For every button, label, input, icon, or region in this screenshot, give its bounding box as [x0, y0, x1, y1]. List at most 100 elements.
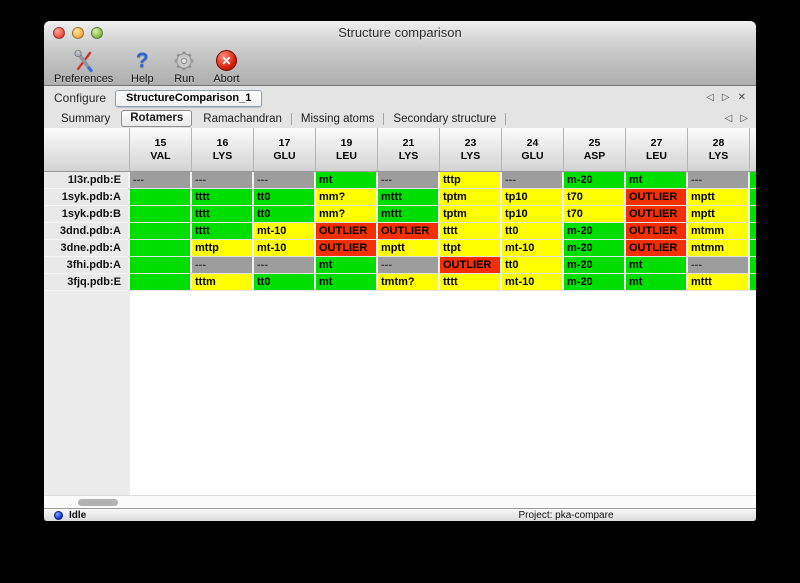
config-tab-button[interactable]: StructureComparison_1	[115, 89, 263, 107]
table-column-header[interactable]: 21 LYS	[378, 128, 440, 171]
table-cell[interactable]: mt-10	[254, 223, 316, 240]
table-column-header[interactable]: 19 LEU	[316, 128, 378, 171]
table-column-header[interactable]: 27 LEU	[626, 128, 688, 171]
table-cell[interactable]: mttt	[378, 189, 440, 206]
table-cell[interactable]	[130, 223, 192, 240]
table-column-header[interactable]: 28 LYS	[688, 128, 750, 171]
table-cell[interactable]: tttt	[192, 206, 254, 223]
table-cell[interactable]: tttm	[192, 274, 254, 291]
table-cell[interactable]: OUTLIER	[626, 189, 688, 206]
table-cell[interactable]: mm?	[316, 189, 378, 206]
table-cell[interactable]: tp10	[502, 189, 564, 206]
table-cell[interactable]: ---	[254, 172, 316, 189]
config-prev-icon[interactable]: ◁	[706, 92, 714, 103]
table-cell[interactable]: mt	[626, 257, 688, 274]
table-cell[interactable]: mptt	[378, 240, 440, 257]
horizontal-scrollbar[interactable]	[44, 495, 756, 508]
table-cell[interactable]: tt0	[254, 274, 316, 291]
table-cell[interactable]: mttt	[378, 206, 440, 223]
close-window-button[interactable]	[53, 27, 65, 39]
table-cell[interactable]: tt0	[254, 189, 316, 206]
table-column-header[interactable]: 24 GLU	[502, 128, 564, 171]
tab-missing-atoms[interactable]: Missing atoms	[300, 112, 375, 125]
table-cell[interactable]: m-20	[564, 172, 626, 189]
table-cell[interactable]	[130, 274, 192, 291]
table-cell[interactable]: mtmm	[688, 240, 750, 257]
table-cell[interactable]	[130, 257, 192, 274]
table-cell[interactable]: m-20	[564, 274, 626, 291]
table-cell[interactable]	[130, 206, 192, 223]
table-cell[interactable]: t70	[564, 206, 626, 223]
table-cell[interactable]: tttt	[192, 189, 254, 206]
table-cell[interactable]: tt0	[502, 257, 564, 274]
table-cell[interactable]: OUTLIER	[626, 206, 688, 223]
table-cell[interactable]: ---	[254, 257, 316, 274]
table-cell[interactable]: tptm	[440, 189, 502, 206]
table-cell[interactable]: tttp	[440, 172, 502, 189]
table-cell[interactable]	[130, 240, 192, 257]
table-cell[interactable]: OUTLIER	[316, 240, 378, 257]
run-button[interactable]: Run	[171, 48, 197, 85]
table-cell[interactable]: ---	[688, 257, 750, 274]
tab-rotamers[interactable]: Rotamers	[121, 110, 193, 127]
abort-button[interactable]: ✕ Abort	[213, 48, 240, 85]
table-cell[interactable]: m-20	[564, 223, 626, 240]
table-cell[interactable]: mt	[626, 274, 688, 291]
table-cell[interactable]: ---	[688, 172, 750, 189]
table-cell[interactable]: ttpt	[440, 240, 502, 257]
table-cell[interactable]: mt-10	[254, 240, 316, 257]
table-cell[interactable]: mtmm	[688, 223, 750, 240]
table-column-header[interactable]: 17 GLU	[254, 128, 316, 171]
table-column-header[interactable]: 23 LYS	[440, 128, 502, 171]
table-cell[interactable]: OUTLIER	[316, 223, 378, 240]
table-cell[interactable]: tttt	[192, 223, 254, 240]
tab-ramachandran[interactable]: Ramachandran	[203, 112, 282, 125]
table-cell[interactable]: mt	[316, 257, 378, 274]
table-cell[interactable]: ---	[192, 257, 254, 274]
table-cell[interactable]: m-20	[564, 257, 626, 274]
table-cell[interactable]: ---	[192, 172, 254, 189]
table-cell[interactable]: OUTLIER	[440, 257, 502, 274]
config-next-icon[interactable]: ▷	[721, 92, 730, 103]
table-cell[interactable]: tp10	[502, 206, 564, 223]
minimize-window-button[interactable]	[72, 27, 84, 39]
tab-secondary-structure[interactable]: Secondary structure	[393, 112, 497, 125]
table-cell[interactable]: mt	[316, 172, 378, 189]
table-cell[interactable]: mptt	[688, 189, 750, 206]
table-cell[interactable]: tttt	[440, 223, 502, 240]
table-cell[interactable]: ---	[130, 172, 192, 189]
table-cell[interactable]	[130, 189, 192, 206]
config-close-icon[interactable]: ✕	[737, 92, 746, 103]
table-cell[interactable]: OUTLIER	[626, 240, 688, 257]
tab-summary[interactable]: Summary	[61, 112, 111, 125]
table-cell[interactable]: mptt	[688, 206, 750, 223]
table-cell[interactable]: ---	[378, 172, 440, 189]
table-cell[interactable]: OUTLIER	[378, 223, 440, 240]
table-cell[interactable]: ---	[378, 257, 440, 274]
tabs-next-icon[interactable]: ▷	[740, 112, 748, 124]
titlebar[interactable]: Structure comparison	[44, 21, 756, 44]
help-button[interactable]: ? Help	[129, 48, 155, 85]
table-cell[interactable]: mt	[316, 274, 378, 291]
preferences-button[interactable]: Preferences	[54, 48, 113, 85]
table-cell[interactable]: tt0	[254, 206, 316, 223]
table-cell[interactable]: ---	[502, 172, 564, 189]
table-cell[interactable]: tptm	[440, 206, 502, 223]
table-cell[interactable]: tt0	[502, 223, 564, 240]
zoom-window-button[interactable]	[91, 27, 103, 39]
table-cell[interactable]: OUTLIER	[626, 223, 688, 240]
table-cell[interactable]: mt-10	[502, 240, 564, 257]
scrollbar-thumb[interactable]	[78, 499, 118, 506]
table-column-header[interactable]: 15 VAL	[130, 128, 192, 171]
table-cell[interactable]: mt	[626, 172, 688, 189]
table-cell[interactable]: mttp	[192, 240, 254, 257]
table-cell[interactable]: mt-10	[502, 274, 564, 291]
table-column-header[interactable]: 16 LYS	[192, 128, 254, 171]
table-cell[interactable]: mm?	[316, 206, 378, 223]
table-cell[interactable]: mttt	[688, 274, 750, 291]
table-cell[interactable]: t70	[564, 189, 626, 206]
tabs-prev-icon[interactable]: ◁	[724, 112, 733, 124]
table-column-header[interactable]: 25 ASP	[564, 128, 626, 171]
table-cell[interactable]: tmtm?	[378, 274, 440, 291]
table-cell[interactable]: tttt	[440, 274, 502, 291]
